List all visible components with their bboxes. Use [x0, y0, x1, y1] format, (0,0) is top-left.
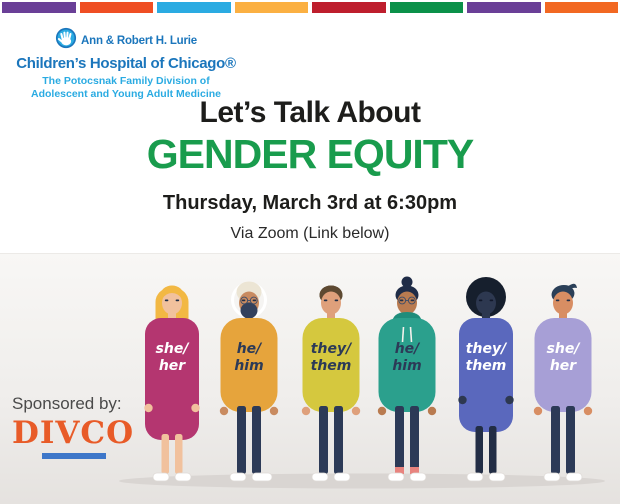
pronoun-label: he/ — [237, 341, 263, 357]
sponsor-label: Sponsored by: — [12, 394, 122, 413]
stripe-segment — [312, 2, 386, 13]
pronoun-label: he/ — [395, 341, 421, 357]
person: she/her — [144, 285, 200, 482]
pronoun-label: they/ — [466, 341, 508, 357]
person: he/him — [219, 281, 279, 482]
stripe-segment — [157, 2, 231, 13]
person: she/her — [533, 283, 593, 482]
event-datetime: Thursday, March 3rd at 6:30pm — [162, 192, 458, 214]
person: he/him — [377, 276, 437, 482]
people-scene: she/her he/him they/them he/him they/them she… — [119, 276, 605, 489]
illustration-panel: she/her he/him they/them he/him they/them she… — [0, 253, 620, 504]
stripe-segment — [389, 2, 463, 13]
title-block: Let’s Talk About GENDER EQUITY Thursday,… — [0, 96, 620, 243]
logo-line-1: Ann & Robert H. Lurie — [81, 34, 197, 47]
ground-shadow — [119, 473, 605, 489]
logo-line-2: Children’s Hospital of Chicago® — [16, 55, 236, 72]
rainbow-stripe — [2, 2, 618, 13]
logo-line-4: Adolescent and Young Adult Medicine — [31, 88, 221, 100]
pronoun-label: she/ — [156, 341, 191, 357]
hand-icon — [55, 27, 77, 54]
person: they/them — [458, 277, 514, 482]
sponsor-underline — [42, 453, 106, 459]
stripe-segment — [2, 2, 76, 13]
pronoun-label: they/ — [311, 341, 353, 357]
stripe-segment — [79, 2, 153, 13]
pronoun-label: her — [159, 358, 186, 374]
stripe-segment — [467, 2, 541, 13]
event-location: Via Zoom (Link below) — [230, 225, 390, 242]
pronoun-label: him — [392, 358, 421, 374]
sponsor-logo: DIVCO — [12, 415, 135, 451]
pronoun-label: him — [234, 358, 263, 374]
stripe-segment — [234, 2, 308, 13]
event-title-line-1: Let’s Talk About — [199, 96, 421, 129]
lurie-logo: Ann & Robert H. Lurie Children’s Hospita… — [16, 27, 236, 100]
sponsor-block: Sponsored by: DIVCO — [12, 394, 134, 459]
pronoun-label: them — [466, 358, 507, 374]
event-title-line-2: GENDER EQUITY — [146, 131, 474, 177]
pronoun-label: her — [550, 358, 577, 374]
stripe-segment — [544, 2, 618, 13]
pronoun-label: she/ — [547, 341, 582, 357]
pronoun-label: them — [311, 358, 352, 374]
logo-line-3: The Potocsnak Family Division of — [42, 75, 210, 87]
person: they/them — [301, 285, 361, 482]
